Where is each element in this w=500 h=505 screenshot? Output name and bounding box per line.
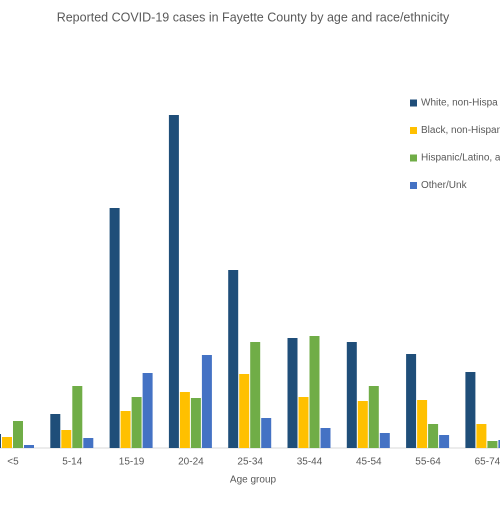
bar <box>309 336 320 448</box>
bar <box>50 414 61 448</box>
bar <box>357 401 368 448</box>
bar <box>109 208 120 448</box>
legend-label: White, non-Hispa <box>421 98 498 109</box>
legend-swatch <box>410 182 417 189</box>
bar <box>476 424 487 448</box>
bar <box>379 433 390 448</box>
bar <box>2 437 12 448</box>
legend-swatch <box>410 154 417 162</box>
legend-swatch <box>410 127 417 134</box>
bar <box>13 421 23 448</box>
bar <box>228 270 239 448</box>
legend-label: Hispanic/Latino, a <box>421 153 500 164</box>
bar <box>61 430 72 448</box>
bar <box>72 386 83 448</box>
bar <box>406 354 417 448</box>
x-tick-label: 45-54 <box>356 457 382 468</box>
bar <box>168 115 179 448</box>
bar <box>24 445 34 448</box>
bar <box>179 392 190 448</box>
bar <box>368 386 379 448</box>
bar <box>428 424 439 448</box>
bar <box>287 338 298 448</box>
bar <box>417 400 428 448</box>
bar <box>83 438 94 448</box>
bar <box>239 374 250 448</box>
bar <box>346 342 357 448</box>
bar <box>201 355 212 448</box>
x-tick-label: <5 <box>7 457 19 468</box>
bar <box>0 434 1 448</box>
x-tick-label: 15-19 <box>119 457 145 468</box>
bar <box>320 428 331 448</box>
bar <box>498 440 500 448</box>
bar <box>298 397 309 448</box>
x-axis-label: Age group <box>230 475 277 486</box>
legend-label: Other/Unk <box>421 180 468 191</box>
legend-label: Black, non-Hispan <box>421 125 500 136</box>
x-tick-label: 5-14 <box>62 457 82 468</box>
chart-title: Reported COVID-19 cases in Fayette Count… <box>57 10 450 24</box>
bar <box>190 398 201 448</box>
x-tick-label: 25-34 <box>237 457 263 468</box>
bar <box>120 411 131 448</box>
bar <box>250 342 261 448</box>
bar <box>439 435 450 448</box>
bar <box>465 372 476 448</box>
x-tick-label: 65-74 <box>475 457 500 468</box>
bar <box>131 397 142 448</box>
legend-swatch <box>410 99 417 107</box>
x-tick-label: 35-44 <box>297 457 323 468</box>
x-tick-label: 55-64 <box>415 457 441 468</box>
bar <box>261 418 272 448</box>
bar <box>487 441 498 448</box>
bar <box>142 373 153 448</box>
x-tick-label: 20-24 <box>178 457 204 468</box>
